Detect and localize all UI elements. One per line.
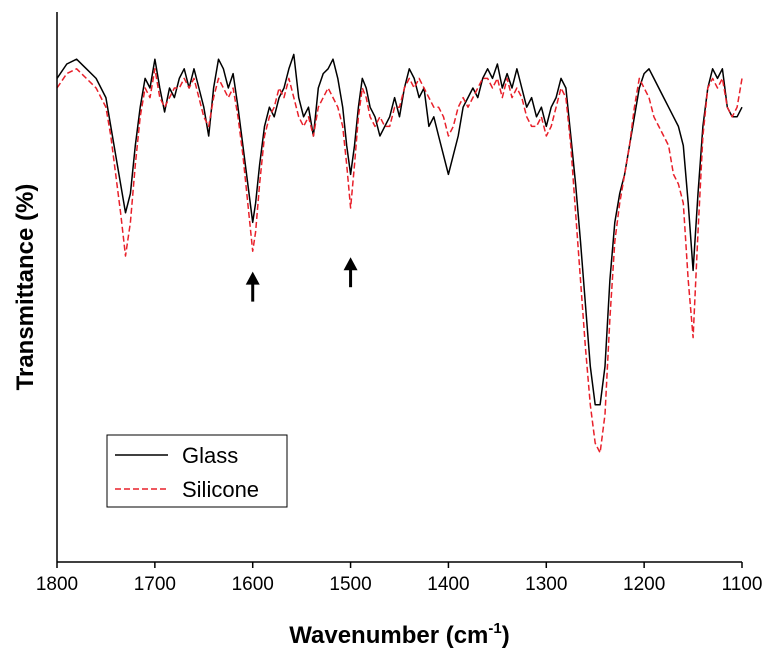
x-tick-label: 1700	[134, 574, 176, 595]
series-line-silicone	[56, 68, 743, 454]
y-axis-title: Transmittance (%)	[12, 184, 39, 391]
x-tick-label: 1400	[427, 574, 469, 595]
legend: Glass Silicone	[106, 434, 288, 508]
annotation-arrows	[245, 257, 358, 302]
x-tick-label: 1100	[722, 574, 763, 595]
up-arrow-icon	[343, 257, 358, 288]
x-tick-label: 1500	[329, 574, 371, 595]
plot-lines	[56, 53, 743, 454]
x-tick-label: 1200	[623, 574, 665, 595]
x-axis-title-close: )	[502, 622, 510, 649]
x-axis-title-sup: -1	[488, 620, 501, 637]
x-tick-label: 1300	[525, 574, 567, 595]
up-arrow-icon	[245, 271, 260, 302]
x-axis-title-main: Wavenumber (cm	[289, 622, 488, 649]
legend-label-silicone: Silicone	[182, 477, 259, 502]
legend-label-glass: Glass	[182, 443, 238, 468]
x-axis-title: Wavenumber (cm-1)	[289, 620, 510, 649]
legend-box	[106, 434, 288, 508]
x-ticks: 1800 1700 1600 1500 1400 1300 1200 1100	[36, 562, 763, 595]
x-tick-label: 1800	[36, 574, 78, 595]
x-tick-label: 1600	[232, 574, 274, 595]
